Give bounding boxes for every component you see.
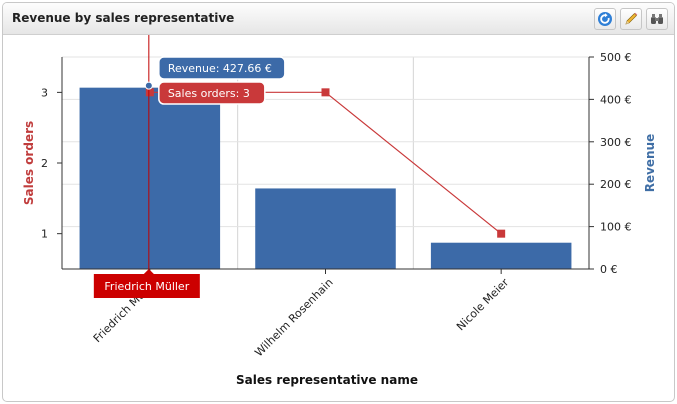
panel-toolbar xyxy=(594,8,668,30)
sales-orders-point xyxy=(321,88,330,97)
tooltip-category-text: Friedrich Müller xyxy=(104,280,189,293)
y-right-tick-label: 500 € xyxy=(600,51,632,64)
hover-tooltip: Revenue: 427.66 € Sales orders: 3 Friedr… xyxy=(93,35,286,298)
revenue-bar xyxy=(79,87,221,269)
hover-marker-revenue xyxy=(144,81,153,90)
revenue-bar xyxy=(430,242,572,269)
y-right-tick-label: 100 € xyxy=(600,221,632,234)
refresh-button[interactable] xyxy=(594,8,616,30)
edit-button[interactable] xyxy=(620,8,642,30)
binoculars-icon xyxy=(651,14,663,24)
y-right-tick-label: 0 € xyxy=(600,263,618,276)
tooltip-revenue: Revenue: 427.66 € xyxy=(158,56,286,80)
chart-area: Sales orders Revenue Sales representativ… xyxy=(22,35,657,387)
revenue-bars xyxy=(79,87,572,269)
x-tick-label: Nicole Meier xyxy=(454,276,512,334)
search-button[interactable] xyxy=(646,8,668,30)
x-tick-label: Wilhelm Rosenhain xyxy=(252,276,335,359)
y-axis-right-label: Revenue xyxy=(643,134,657,193)
x-axis-label: Sales representative name xyxy=(236,373,418,387)
y-axis-left-label: Sales orders xyxy=(22,121,36,205)
pencil-icon xyxy=(625,12,638,25)
tooltip-orders: Sales orders: 3 xyxy=(158,81,266,105)
y-left-tick-label: 2 xyxy=(41,157,48,170)
tooltip-category: Friedrich Müller xyxy=(93,269,200,298)
sales-orders-point xyxy=(145,88,154,97)
tooltip-orders-text: Sales orders: 3 xyxy=(168,87,250,100)
panel-header: Revenue by sales representative xyxy=(3,3,674,35)
sales-orders-point xyxy=(497,229,506,238)
y-right-tick-label: 200 € xyxy=(600,178,632,191)
y-right-tick-label: 400 € xyxy=(600,93,632,106)
refresh-icon xyxy=(598,12,612,26)
panel-title: Revenue by sales representative xyxy=(12,11,235,25)
revenue-bar xyxy=(255,188,396,269)
y-left-tick-label: 3 xyxy=(41,86,48,99)
tooltip-revenue-text: Revenue: 427.66 € xyxy=(168,62,272,75)
y-right-tick-label: 300 € xyxy=(600,136,632,149)
y-left-tick-label: 1 xyxy=(41,228,48,241)
